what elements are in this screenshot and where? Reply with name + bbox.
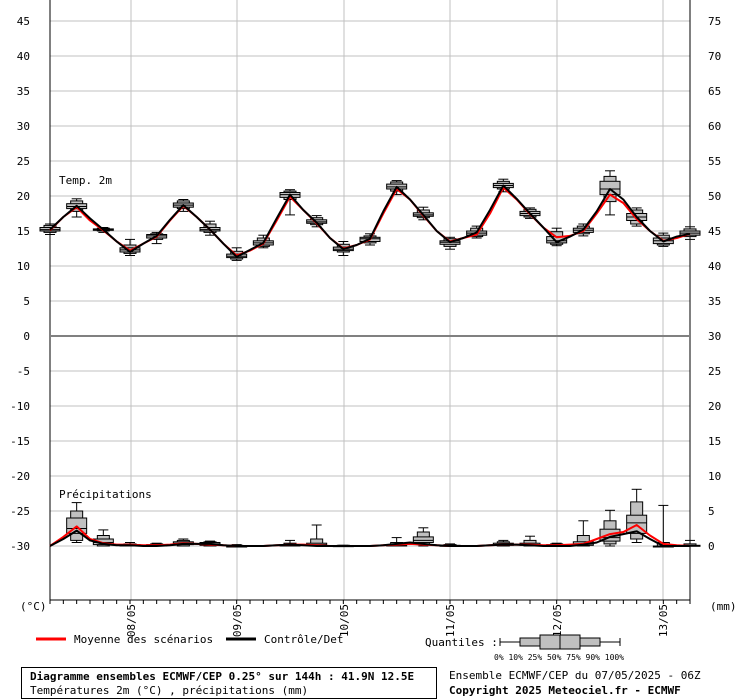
right-tick-label: 20 <box>708 400 721 413</box>
left-tick-label: 25 <box>17 155 30 168</box>
box-plot <box>599 170 621 216</box>
tick-labels: 45403530252015105075706560555045403530-5… <box>10 15 721 637</box>
panel-label-temp: Temp. 2m <box>59 174 112 187</box>
panel-label-precip: Précipitations <box>59 488 152 501</box>
x-tick-label: 12/05 <box>551 604 564 637</box>
right-tick-label: 60 <box>708 120 721 133</box>
info-box: Diagramme ensembles ECMWF/CEP 0.25° sur … <box>21 667 437 699</box>
left-tick-label: 45 <box>17 15 30 28</box>
left-tick-label: 35 <box>17 85 30 98</box>
left-tick-label: 0 <box>23 330 30 343</box>
legend-quantile-ticks: 0% 10% 25% 50% 75% 90% 100% <box>494 653 624 662</box>
left-tick-label: -15 <box>10 435 30 448</box>
precip-control-line <box>49 529 690 547</box>
right-tick-label: 35 <box>708 295 721 308</box>
left-tick-label: 20 <box>17 190 30 203</box>
temp-control-line <box>49 184 691 258</box>
axes <box>49 0 691 604</box>
box-plot <box>306 524 328 547</box>
grid-lines <box>50 0 690 600</box>
quantile-key-box <box>499 634 621 650</box>
right-tick-label: 50 <box>708 190 721 203</box>
right-tick-label: 10 <box>708 470 721 483</box>
legend-quantiles-label: Quantiles : <box>425 636 498 649</box>
run-info: Ensemble ECMWF/CEP du 07/05/2025 - 06Z <box>449 669 701 682</box>
left-tick-label: -30 <box>10 540 30 553</box>
x-tick-label: 09/05 <box>231 604 244 637</box>
left-tick-label: -20 <box>10 470 30 483</box>
right-tick-label: 0 <box>708 540 715 553</box>
right-tick-label: 25 <box>708 365 721 378</box>
left-tick-label: 30 <box>17 120 30 133</box>
info-subtitle: Températures 2m (°C) , précipitations (m… <box>30 684 309 697</box>
right-tick-label: 5 <box>708 505 715 518</box>
box-p25-p75 <box>599 180 621 196</box>
box-plot <box>679 226 701 240</box>
box-p25-p75 <box>412 536 434 544</box>
right-tick-label: 75 <box>708 15 721 28</box>
x-tick-label: 11/05 <box>444 604 457 637</box>
box-plot <box>652 504 674 548</box>
right-tick-label: 65 <box>708 85 721 98</box>
legend-mean-label: Moyenne des scénarios <box>74 633 213 646</box>
legend: Moyenne des scénarios Contrôle/Det Quant… <box>36 633 624 662</box>
info-title: Diagramme ensembles ECMWF/CEP 0.25° sur … <box>30 670 415 683</box>
right-tick-label: 30 <box>708 330 721 343</box>
right-tick-label: 55 <box>708 155 721 168</box>
x-tick-label: 10/05 <box>338 604 351 637</box>
left-tick-label: -5 <box>17 365 30 378</box>
right-tick-label: 70 <box>708 50 721 63</box>
box-plot <box>412 527 434 547</box>
copyright: Copyright 2025 Meteociel.fr - ECMWF <box>449 684 681 697</box>
left-tick-label: 15 <box>17 225 30 238</box>
right-tick-label: 45 <box>708 225 721 238</box>
left-tick-label: -25 <box>10 505 30 518</box>
left-tick-label: 40 <box>17 50 30 63</box>
x-tick-label: 13/05 <box>657 604 670 637</box>
right-tick-label: 15 <box>708 435 721 448</box>
legend-control-label: Contrôle/Det <box>264 633 343 646</box>
box-plot <box>146 231 168 245</box>
x-tick-label: 08/05 <box>125 604 138 637</box>
right-tick-label: 40 <box>708 260 721 273</box>
right-unit: (mm) <box>710 600 737 613</box>
left-tick-label: 5 <box>23 295 30 308</box>
left-tick-label: -10 <box>10 400 30 413</box>
series-lines <box>49 184 691 547</box>
left-unit: (°C) <box>20 600 47 613</box>
left-tick-label: 10 <box>17 260 30 273</box>
